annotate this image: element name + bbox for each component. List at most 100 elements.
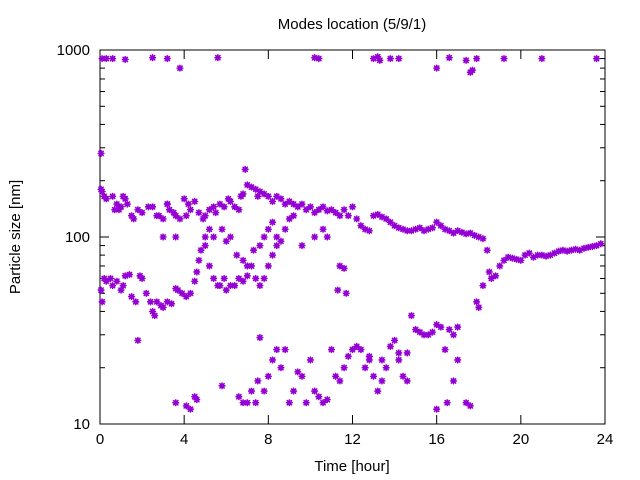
data-point [165, 206, 174, 214]
y-minor-ticks [100, 58, 605, 369]
data-point [340, 264, 348, 272]
data-point [191, 197, 199, 206]
data-point [441, 345, 449, 354]
data-point [268, 356, 277, 364]
data-point [395, 224, 403, 232]
data-point [390, 222, 399, 230]
data-point [119, 281, 127, 290]
data-point [151, 311, 159, 320]
data-point [443, 399, 451, 407]
data-point [403, 377, 411, 385]
data-point [121, 195, 129, 203]
data-point [521, 251, 529, 259]
data-point [479, 235, 487, 243]
data-point [420, 227, 428, 235]
y-tick-label: 1000 [57, 42, 90, 59]
data-point [98, 298, 106, 306]
data-point [487, 274, 495, 283]
data-point [170, 209, 178, 217]
data-point [298, 372, 306, 380]
data-point [235, 206, 243, 214]
data-point [138, 274, 146, 283]
data-point [302, 206, 310, 214]
data-point [285, 399, 293, 407]
data-point [445, 54, 453, 62]
data-point [172, 233, 180, 241]
data-point [216, 281, 224, 290]
data-point [336, 262, 344, 270]
data-point [475, 233, 483, 241]
data-point [199, 215, 207, 223]
data-point [113, 200, 121, 208]
data-point [319, 399, 327, 407]
x-tick-label: 8 [264, 431, 272, 448]
data-point [378, 377, 386, 385]
data-point [106, 274, 115, 283]
data-point [513, 255, 521, 263]
data-point [424, 225, 432, 233]
data-point [117, 286, 125, 294]
data-point [98, 187, 106, 196]
data-point [260, 190, 268, 198]
data-point [294, 368, 302, 376]
data-point [323, 396, 331, 404]
data-point [182, 402, 190, 410]
data-point [243, 399, 251, 407]
data-point [256, 281, 264, 290]
data-point [281, 345, 289, 354]
data-point [592, 54, 601, 63]
data-point [437, 323, 445, 331]
data-point [180, 195, 188, 203]
data-point [250, 246, 258, 254]
data-point [205, 206, 214, 214]
data-point [315, 393, 323, 401]
data-point [340, 364, 348, 372]
data-point [571, 245, 580, 253]
data-point [344, 212, 352, 220]
data-point [542, 252, 550, 260]
data-point [550, 249, 559, 257]
data-point [357, 345, 365, 354]
data-point [294, 203, 302, 211]
data-point [563, 247, 571, 255]
data-point [281, 200, 289, 208]
data-point [239, 190, 247, 198]
data-point [102, 195, 110, 203]
data-point [134, 336, 142, 344]
y-axis-label: Particle size [nm] [7, 180, 24, 294]
data-point [306, 356, 315, 364]
data-point [470, 231, 479, 239]
data-point [268, 197, 277, 206]
data-point [473, 54, 481, 63]
x-tick-label: 24 [597, 431, 614, 448]
data-point [332, 209, 340, 217]
data-point [454, 356, 462, 364]
data-point [182, 212, 190, 220]
data-point [374, 210, 382, 219]
data-point [500, 256, 508, 264]
data-point [302, 399, 310, 407]
data-point [378, 356, 386, 364]
data-point [163, 54, 171, 63]
data-point [412, 325, 420, 334]
data-point [220, 203, 228, 211]
data-point [534, 251, 542, 259]
data-point [336, 212, 344, 220]
data-point [174, 286, 182, 294]
data-point [195, 256, 203, 264]
data-point [191, 277, 199, 285]
data-point [197, 246, 205, 254]
data-point [222, 286, 230, 294]
data-point [264, 225, 272, 233]
data-point [254, 192, 262, 200]
data-point [395, 356, 403, 364]
data-point [260, 387, 268, 395]
data-point [235, 274, 243, 283]
data-point [256, 333, 264, 342]
data-point [273, 345, 281, 354]
data-point [365, 356, 373, 364]
data-point [479, 281, 487, 290]
x-tick-label: 20 [512, 431, 529, 448]
data-point [458, 228, 466, 236]
data-point [149, 307, 157, 316]
